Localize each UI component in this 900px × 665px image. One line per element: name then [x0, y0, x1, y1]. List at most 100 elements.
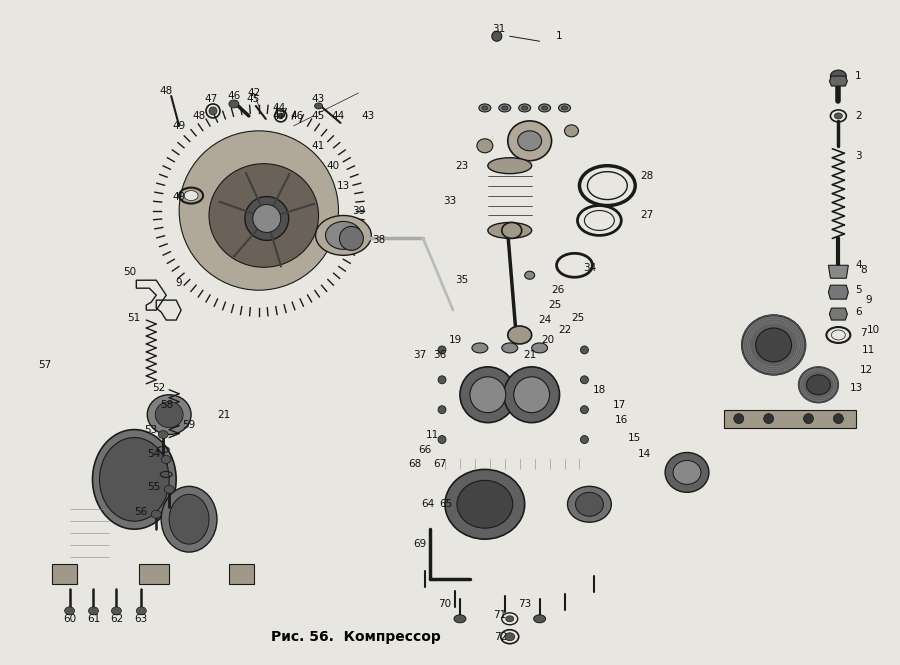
Text: 1: 1 [855, 71, 861, 81]
Text: 67: 67 [434, 460, 446, 469]
Ellipse shape [438, 436, 446, 444]
Ellipse shape [798, 367, 839, 403]
Bar [51, 564, 76, 584]
Ellipse shape [756, 328, 792, 362]
Text: 44: 44 [272, 103, 285, 113]
Text: 53: 53 [145, 424, 158, 435]
Ellipse shape [454, 615, 466, 623]
Text: 54: 54 [148, 450, 161, 460]
Text: 33: 33 [444, 196, 456, 205]
Text: 58: 58 [160, 400, 174, 410]
Ellipse shape [499, 104, 510, 112]
Text: Рис. 56.  Компрессор: Рис. 56. Компрессор [271, 630, 440, 644]
Text: 7: 7 [860, 328, 867, 338]
Text: 5: 5 [855, 285, 861, 295]
Ellipse shape [161, 113, 356, 308]
Text: 9: 9 [176, 278, 183, 288]
Text: 27: 27 [641, 211, 653, 221]
Text: 49: 49 [173, 192, 185, 201]
Ellipse shape [184, 191, 198, 201]
Polygon shape [830, 308, 847, 320]
Polygon shape [828, 285, 849, 299]
Text: 72: 72 [494, 632, 508, 642]
Ellipse shape [518, 131, 542, 151]
Ellipse shape [457, 480, 513, 528]
Text: 42: 42 [248, 88, 260, 98]
Ellipse shape [445, 469, 525, 539]
Text: 24: 24 [538, 315, 551, 325]
Ellipse shape [472, 343, 488, 353]
Text: 48: 48 [159, 86, 173, 96]
Text: 44: 44 [332, 111, 345, 121]
Ellipse shape [491, 31, 502, 41]
Text: 13: 13 [850, 383, 863, 393]
Text: 46: 46 [290, 111, 303, 121]
Ellipse shape [93, 430, 176, 529]
Text: 11: 11 [426, 430, 438, 440]
Text: 48: 48 [193, 111, 206, 121]
Text: 6: 6 [855, 307, 861, 317]
Text: 40: 40 [327, 161, 340, 171]
Ellipse shape [584, 211, 615, 231]
Ellipse shape [518, 104, 531, 112]
Text: 61: 61 [87, 614, 100, 624]
Text: 69: 69 [413, 539, 427, 549]
Ellipse shape [580, 406, 589, 414]
Text: 16: 16 [615, 415, 628, 425]
Ellipse shape [502, 106, 508, 110]
Text: 57: 57 [38, 360, 51, 370]
Polygon shape [410, 454, 615, 554]
Text: 65: 65 [439, 499, 453, 509]
Text: 64: 64 [421, 499, 435, 509]
Bar [140, 564, 169, 584]
Polygon shape [331, 215, 374, 262]
Polygon shape [55, 380, 254, 589]
Ellipse shape [562, 106, 568, 110]
Ellipse shape [504, 367, 560, 423]
Ellipse shape [339, 227, 364, 250]
Ellipse shape [508, 326, 532, 344]
Text: 14: 14 [637, 450, 651, 460]
Text: 51: 51 [127, 313, 140, 323]
Text: 45: 45 [312, 111, 325, 121]
Text: 19: 19 [448, 335, 462, 345]
Ellipse shape [278, 113, 284, 119]
Text: 43: 43 [362, 111, 375, 121]
Text: 3: 3 [855, 151, 861, 161]
Text: 11: 11 [861, 345, 875, 355]
Ellipse shape [245, 197, 289, 240]
Ellipse shape [326, 221, 362, 249]
Text: 60: 60 [63, 614, 76, 624]
Ellipse shape [151, 510, 161, 518]
Text: 49: 49 [173, 121, 185, 131]
Ellipse shape [580, 346, 589, 354]
Text: banga: banga [334, 317, 566, 383]
Ellipse shape [525, 271, 535, 279]
Ellipse shape [460, 367, 516, 423]
Ellipse shape [673, 460, 701, 484]
Ellipse shape [438, 406, 446, 414]
Text: 38: 38 [372, 235, 385, 245]
Ellipse shape [806, 375, 831, 395]
Text: 18: 18 [593, 385, 606, 395]
Ellipse shape [502, 223, 522, 238]
Polygon shape [830, 76, 847, 86]
Text: 62: 62 [110, 614, 123, 624]
Text: 55: 55 [148, 482, 161, 492]
Ellipse shape [438, 376, 446, 384]
Polygon shape [488, 166, 532, 231]
Ellipse shape [522, 106, 527, 110]
Text: 17: 17 [613, 400, 626, 410]
Text: 28: 28 [641, 171, 653, 181]
Text: 25: 25 [548, 300, 562, 310]
Ellipse shape [514, 377, 550, 413]
Ellipse shape [158, 431, 168, 438]
Polygon shape [724, 280, 856, 428]
Ellipse shape [209, 107, 217, 115]
Text: 25: 25 [571, 313, 584, 323]
Text: 26: 26 [551, 285, 564, 295]
Ellipse shape [477, 139, 493, 153]
Text: 15: 15 [627, 432, 641, 443]
Ellipse shape [482, 106, 488, 110]
Text: 8: 8 [860, 265, 867, 275]
